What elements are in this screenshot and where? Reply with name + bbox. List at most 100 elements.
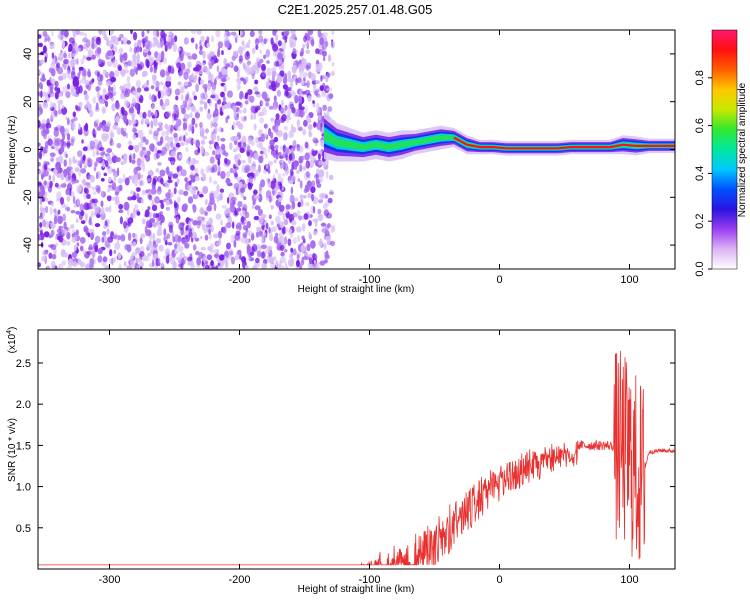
noise-point xyxy=(279,145,284,151)
noise-point xyxy=(169,253,173,262)
noise-point xyxy=(307,30,314,36)
noise-point xyxy=(45,206,49,214)
noise-point xyxy=(304,184,310,193)
noise-point xyxy=(199,40,202,47)
noise-point xyxy=(263,169,267,175)
noise-point xyxy=(237,79,242,85)
noise-point xyxy=(39,198,43,205)
noise-point xyxy=(75,218,79,223)
x-tick-label: 100 xyxy=(620,574,638,586)
noise-point xyxy=(205,128,209,134)
noise-point xyxy=(113,37,119,46)
noise-point xyxy=(63,229,68,235)
noise-point xyxy=(208,228,212,236)
noise-point xyxy=(226,242,231,250)
noise-point xyxy=(38,42,43,48)
noise-point xyxy=(38,142,41,147)
noise-point xyxy=(59,125,65,134)
noise-point xyxy=(127,217,134,224)
noise-point xyxy=(38,182,42,186)
noise-point xyxy=(61,106,68,115)
noise-point xyxy=(181,169,187,177)
noise-point xyxy=(102,160,105,169)
noise-point xyxy=(191,231,198,239)
noise-point xyxy=(292,161,298,167)
noise-point xyxy=(56,62,60,69)
noise-point xyxy=(187,196,194,204)
noise-point xyxy=(76,242,80,247)
noise-point xyxy=(80,58,85,65)
noise-point xyxy=(182,100,186,106)
noise-point xyxy=(74,167,80,173)
noise-point xyxy=(151,74,157,81)
noise-point xyxy=(178,222,185,231)
noise-point xyxy=(313,121,316,128)
noise-point xyxy=(279,221,285,229)
noise-point xyxy=(278,204,285,212)
noise-point xyxy=(312,263,319,269)
noise-point xyxy=(254,79,259,85)
noise-point xyxy=(218,165,221,174)
noise-point xyxy=(66,140,71,149)
noise-point xyxy=(145,154,151,162)
noise-point xyxy=(296,144,301,152)
noise-point xyxy=(89,264,94,269)
snr-series-line xyxy=(38,350,675,566)
noise-point xyxy=(56,191,62,200)
noise-point xyxy=(52,174,55,182)
noise-point xyxy=(145,229,152,237)
noise-point xyxy=(100,177,105,182)
noise-point xyxy=(279,107,285,114)
noise-point xyxy=(80,69,83,77)
noise-point xyxy=(288,78,295,83)
noise-point xyxy=(135,102,140,111)
noise-point xyxy=(41,197,45,202)
noise-point xyxy=(38,103,42,109)
noise-point xyxy=(225,177,231,185)
noise-point xyxy=(195,139,200,149)
noise-point xyxy=(284,248,288,253)
noise-point xyxy=(192,90,196,97)
noise-point xyxy=(104,265,111,269)
noise-point xyxy=(246,50,250,57)
noise-point xyxy=(136,258,141,263)
noise-point xyxy=(316,168,320,176)
noise-point xyxy=(110,196,117,201)
noise-point xyxy=(49,180,53,189)
noise-point xyxy=(225,213,230,219)
noise-point xyxy=(118,203,124,210)
noise-point xyxy=(175,95,179,101)
noise-point xyxy=(62,132,66,141)
noise-point xyxy=(290,247,294,253)
noise-point xyxy=(308,257,313,265)
noise-point xyxy=(111,152,115,158)
noise-point xyxy=(255,44,259,50)
noise-point xyxy=(172,236,176,243)
noise-point xyxy=(266,67,272,77)
noise-point xyxy=(94,235,101,244)
noise-point xyxy=(102,69,107,76)
noise-point xyxy=(111,257,114,266)
noise-point xyxy=(250,115,254,120)
noise-point xyxy=(305,114,310,122)
noise-point xyxy=(95,157,101,163)
noise-point xyxy=(74,42,78,51)
noise-point xyxy=(302,129,307,136)
noise-point xyxy=(176,165,183,172)
noise-point xyxy=(212,150,216,156)
noise-point xyxy=(293,197,299,202)
noise-point xyxy=(246,220,251,229)
noise-point xyxy=(274,144,279,150)
noise-point xyxy=(199,121,203,128)
noise-point xyxy=(115,115,120,123)
noise-point xyxy=(159,169,166,177)
noise-point xyxy=(325,250,329,258)
noise-scatter xyxy=(38,30,336,269)
noise-point xyxy=(106,40,110,47)
noise-point xyxy=(141,30,145,38)
noise-point xyxy=(273,136,279,143)
noise-point xyxy=(48,174,52,181)
noise-point xyxy=(63,159,67,167)
noise-point xyxy=(101,151,106,156)
noise-point xyxy=(139,46,143,53)
